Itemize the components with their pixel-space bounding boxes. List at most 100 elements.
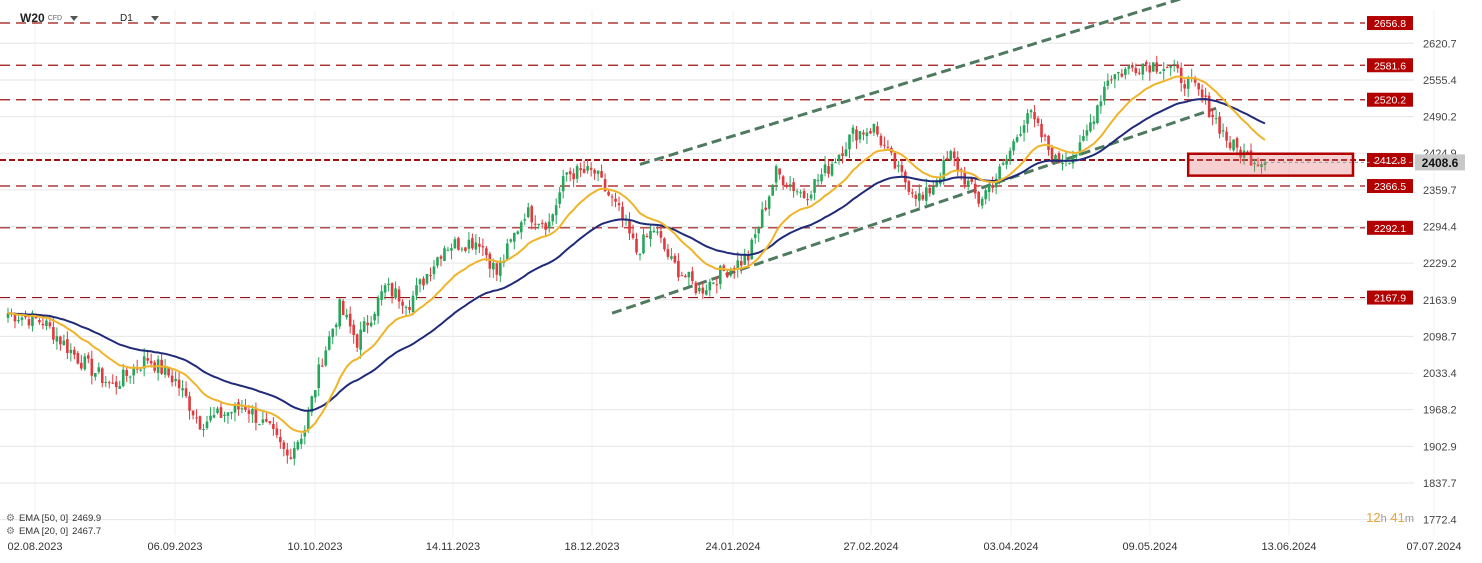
candle-body	[296, 441, 300, 450]
candle-body	[820, 174, 823, 182]
timeframe-selector[interactable]: D1	[120, 10, 159, 26]
indicator-legend-ema20[interactable]: ⚙ EMA [20, 0] 2467.7	[6, 526, 101, 537]
candle-body	[24, 315, 27, 318]
candle-body	[956, 157, 960, 171]
candle-body	[282, 442, 286, 449]
candle-body	[506, 243, 509, 260]
candle-body	[921, 194, 925, 200]
candle-body	[62, 340, 66, 346]
countdown-minutes: 41	[1390, 510, 1405, 525]
candle-body	[561, 176, 565, 192]
candle-body	[973, 183, 977, 194]
candle-body	[38, 320, 41, 323]
candle-body	[952, 151, 956, 159]
candle-body	[453, 239, 457, 249]
candle-body	[1162, 69, 1166, 72]
candle-body	[216, 408, 219, 413]
candle-body	[931, 186, 935, 195]
candle-body	[31, 312, 34, 327]
candle-body	[286, 449, 289, 456]
current-price-bg	[1415, 154, 1465, 171]
candle-body	[139, 369, 142, 371]
chevron-down-icon	[70, 15, 79, 21]
candle-body	[251, 408, 254, 415]
symbol-selector[interactable]: W20 CFD	[20, 10, 79, 26]
candle-body	[942, 160, 946, 180]
candle-body	[279, 436, 282, 443]
time-axis: 02.08.2023 06.09.2023 10.10.2023 14.11.2023…	[7, 541, 1461, 553]
candle-body	[289, 457, 293, 459]
candle-body	[87, 355, 90, 359]
candle-body	[945, 158, 949, 160]
level-label: 2520.2	[1374, 95, 1406, 107]
candle-body	[631, 233, 635, 239]
gear-icon[interactable]: ⚙	[6, 513, 15, 524]
candle-body	[1131, 64, 1134, 68]
candle-body	[586, 165, 589, 171]
y-tick-label: 1772.4	[1423, 515, 1457, 527]
candle-body	[1110, 79, 1113, 81]
candle-body	[1193, 77, 1197, 83]
candle-body	[1186, 77, 1190, 89]
candle-body	[918, 193, 921, 201]
candle-body	[334, 324, 338, 328]
level-label-bg	[1367, 58, 1413, 73]
candle-body	[764, 207, 767, 210]
candle-body	[551, 214, 554, 222]
candle-body	[970, 178, 973, 182]
candle-body	[408, 307, 411, 311]
candle-body	[73, 349, 76, 355]
candle-body	[492, 262, 495, 270]
candle-body	[205, 421, 209, 429]
candle-body	[272, 423, 275, 429]
candle-body	[684, 275, 687, 278]
candle-body	[645, 235, 649, 238]
gear-icon[interactable]: ⚙	[6, 526, 15, 537]
candle-body	[300, 438, 303, 445]
candle-body	[17, 320, 20, 322]
candle-body	[809, 194, 813, 199]
candle-body	[188, 396, 191, 411]
candle-body	[146, 358, 149, 361]
candle-body	[100, 368, 104, 384]
candle-body	[701, 287, 705, 294]
indicator-legend-ema50[interactable]: ⚙ EMA [50, 0] 2469.9	[6, 513, 101, 524]
candle-body	[708, 281, 712, 291]
candle-body	[394, 288, 397, 299]
candle-body	[258, 424, 261, 426]
candle-body	[1214, 118, 1218, 120]
candle-body	[265, 419, 268, 422]
candlestick-series	[6, 55, 1267, 466]
candle-body	[1256, 164, 1260, 167]
candle-body	[1253, 162, 1256, 165]
instrument-type: CFD	[47, 14, 63, 22]
indicator-label: EMA [20, 0]	[18, 526, 69, 537]
candle-body	[390, 283, 394, 297]
x-tick-label: 02.08.2023	[7, 541, 62, 553]
candle-body	[547, 221, 551, 229]
candle-body	[526, 207, 530, 218]
candle-body	[163, 365, 167, 375]
candle-body	[1228, 142, 1232, 149]
candle-body	[512, 232, 516, 242]
y-tick-label: 2490.2	[1423, 112, 1457, 124]
candle-body	[540, 222, 544, 224]
candle-body	[1096, 105, 1099, 124]
candle-body	[275, 428, 279, 436]
candle-body	[313, 390, 317, 398]
candle-body	[303, 430, 307, 437]
candle-body	[111, 382, 115, 384]
candle-body	[306, 411, 310, 430]
candle-body	[771, 184, 774, 196]
candle-body	[6, 313, 10, 318]
candle-body	[980, 198, 984, 206]
candle-body	[1019, 134, 1022, 136]
candle-body	[1197, 83, 1200, 90]
candle-body	[635, 238, 638, 253]
x-tick-label: 07.07.2024	[1406, 541, 1461, 553]
level-label: 2581.6	[1374, 60, 1406, 72]
candle-body	[177, 379, 181, 389]
candle-body	[991, 184, 994, 188]
candle-body	[107, 382, 111, 384]
